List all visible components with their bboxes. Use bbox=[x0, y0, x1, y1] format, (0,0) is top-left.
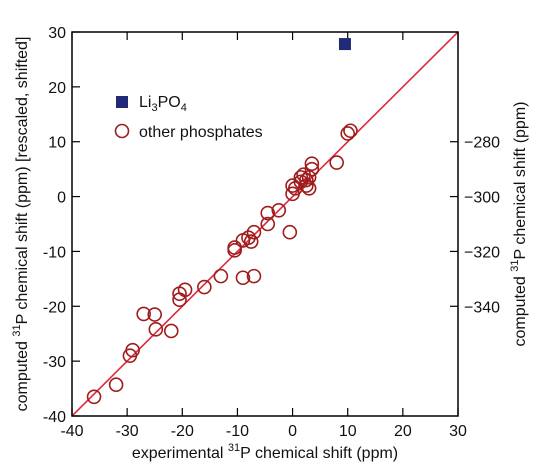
legend-label-other-phosphates: other phosphates bbox=[139, 124, 263, 141]
data-point-other-phosphate bbox=[343, 123, 358, 139]
x-tick-label: -30 bbox=[116, 423, 139, 440]
data-point-other-phosphate bbox=[282, 224, 298, 240]
y-left-tick-label: -40 bbox=[43, 409, 66, 426]
data-point-other-phosphate bbox=[235, 270, 251, 286]
data-point-other-phosphate bbox=[163, 323, 179, 339]
legend-marker-li3po4 bbox=[116, 96, 128, 108]
x-tick-label: 10 bbox=[339, 423, 357, 440]
y-left-tick-label: -10 bbox=[43, 244, 66, 261]
y-right-tick-labels: −340 −320 −300 −280 bbox=[464, 135, 500, 317]
tick-marks bbox=[71, 31, 459, 417]
data-point-other-phosphate bbox=[136, 306, 151, 322]
y-right-tick-label: −300 bbox=[464, 190, 500, 207]
data-point-other-phosphate bbox=[299, 178, 314, 193]
x-axis-label: experimental 31P chemical shift (ppm) bbox=[132, 442, 398, 462]
x-tick-label: 30 bbox=[449, 423, 467, 440]
x-tick-label: -40 bbox=[60, 423, 83, 440]
x-tick-label: 20 bbox=[394, 423, 412, 440]
data-point-other-phosphate bbox=[329, 155, 344, 170]
data-point-other-phosphate bbox=[86, 389, 102, 405]
data-point-other-phosphate bbox=[260, 205, 276, 221]
y-right-tick-label: −320 bbox=[464, 244, 500, 261]
y-left-tick-label: 30 bbox=[48, 25, 66, 42]
x-tick-labels: -40 -30 -20 -10 0 10 20 30 bbox=[60, 423, 467, 440]
y-right-tick-label: −280 bbox=[464, 135, 500, 152]
data-point-other-phosphate bbox=[301, 181, 317, 196]
data-point-other-phosphate bbox=[260, 216, 276, 232]
x-tick-label: -20 bbox=[171, 423, 194, 440]
y-right-tick-label: −340 bbox=[464, 299, 500, 316]
data-point-other-phosphate bbox=[304, 156, 320, 171]
data-point-other-phosphate bbox=[271, 202, 287, 218]
y-left-tick-label: -30 bbox=[43, 354, 66, 371]
data-point-other-phosphate bbox=[197, 279, 212, 295]
legend-label-li3po4: Li3PO4 bbox=[139, 94, 187, 114]
y-axis-label-right: computed 31P chemical shift (ppm) bbox=[509, 102, 529, 347]
data-point-li3po4 bbox=[338, 38, 351, 51]
data-point-other-phosphate bbox=[147, 307, 163, 322]
x-tick-label: -10 bbox=[226, 423, 249, 440]
data-point-other-phosphate bbox=[246, 268, 262, 284]
legend-marker-other-phosphates bbox=[114, 123, 130, 139]
y-left-tick-label: 20 bbox=[48, 80, 66, 97]
x-tick-label: 0 bbox=[288, 423, 297, 440]
data-point-other-phosphate bbox=[241, 230, 256, 246]
data-point-other-phosphate bbox=[213, 268, 229, 284]
fit-line-layer bbox=[72, 32, 458, 416]
data-point-other-phosphate bbox=[243, 234, 259, 249]
y-left-tick-label: 10 bbox=[48, 135, 66, 152]
data-point-other-phosphate bbox=[340, 126, 356, 141]
fit-line bbox=[72, 32, 458, 416]
plot-frame bbox=[71, 31, 459, 417]
data-point-other-phosphate bbox=[125, 342, 140, 358]
y-left-tick-labels: -40 -30 -20 -10 0 10 20 30 bbox=[43, 25, 66, 426]
legend: Li3PO4 other phosphates bbox=[114, 94, 263, 141]
data-point-other-phosphate bbox=[177, 282, 193, 298]
y-axis-label-left: computed 31P chemical shift (ppm) [resca… bbox=[11, 37, 31, 412]
data-point-other-phosphate bbox=[148, 322, 164, 337]
data-point-other-phosphate bbox=[246, 224, 262, 240]
y-left-tick-label: -20 bbox=[43, 299, 66, 316]
data-points-layer bbox=[86, 38, 358, 405]
data-point-other-phosphate bbox=[304, 161, 320, 177]
data-point-other-phosphate bbox=[108, 377, 124, 393]
data-point-other-phosphate bbox=[227, 243, 242, 258]
data-point-other-phosphate bbox=[301, 170, 317, 185]
y-left-tick-label: 0 bbox=[57, 190, 66, 207]
